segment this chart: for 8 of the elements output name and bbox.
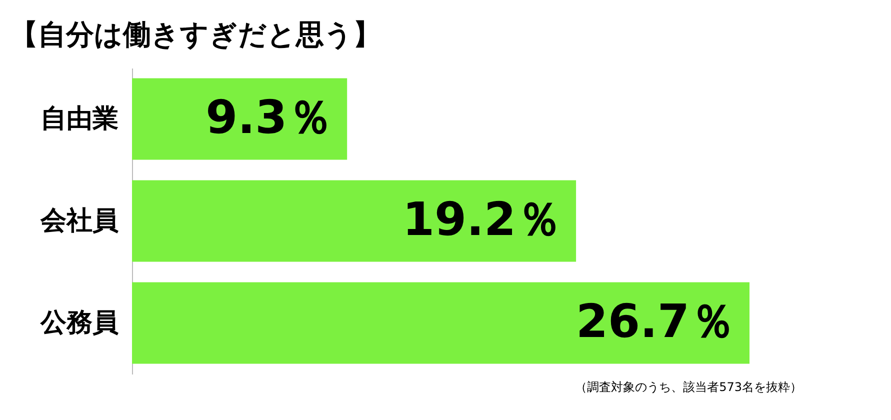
y-tick-label: 会社員 xyxy=(40,206,118,236)
chart-title: 【自分は働きすぎだと思う】 xyxy=(10,18,381,51)
text: （調査対象のうち、該当者573名を抜粋） xyxy=(575,380,802,394)
data-label: 9.3％ xyxy=(206,90,334,144)
data-label: 26.7％ xyxy=(576,294,736,348)
y-tick-label: 公務員 xyxy=(40,308,118,338)
y-tick-label: 自由業 xyxy=(40,104,118,134)
data-label: 19.2％ xyxy=(402,192,562,246)
